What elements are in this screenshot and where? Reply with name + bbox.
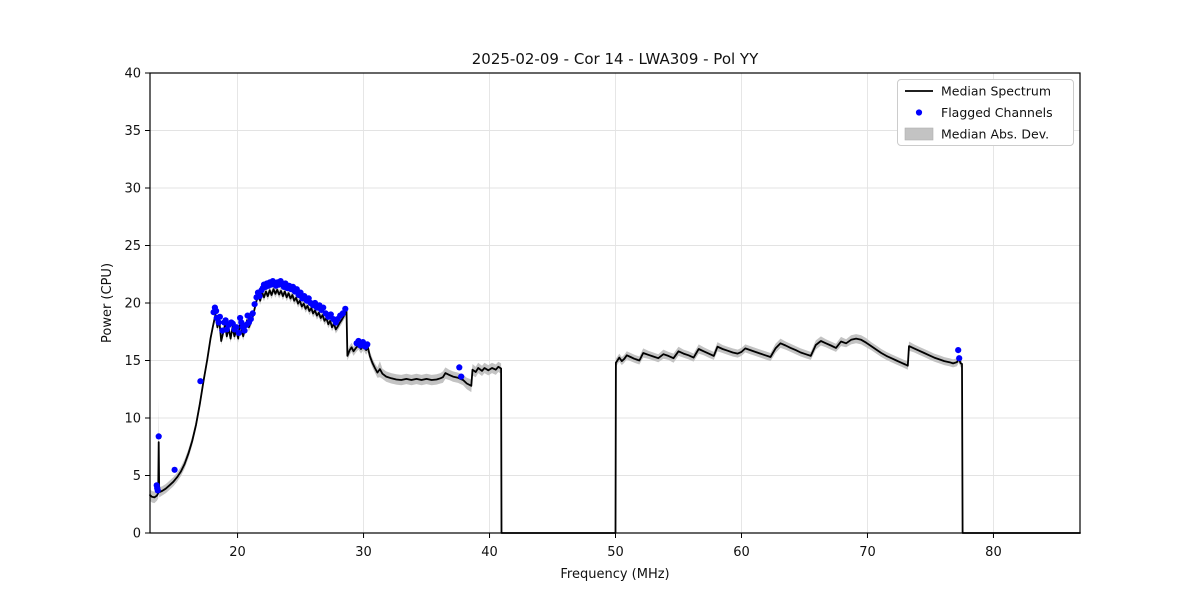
y-tick-label: 35: [124, 124, 141, 139]
median-spectrum-line: [149, 288, 1081, 534]
x-tick-label: 60: [733, 545, 750, 560]
y-tick-label: 20: [124, 297, 141, 312]
flagged-channel-dot: [235, 329, 242, 336]
y-tick-label: 5: [133, 469, 141, 484]
flagged-channel-dot: [458, 373, 465, 380]
y-tick-label: 25: [124, 239, 141, 254]
flagged-channel-dot: [249, 310, 256, 317]
x-axis-label: Frequency (MHz): [560, 567, 669, 582]
flagged-channel-dot: [197, 378, 204, 385]
flagged-channel-dot: [238, 319, 245, 326]
flagged-channel-dot: [155, 433, 162, 440]
flagged-channel-dot: [233, 324, 240, 331]
flagged-channel-dot: [154, 487, 161, 494]
y-axis-label: Power (CPU): [100, 263, 115, 343]
chart-title: 2025-02-09 - Cor 14 - LWA309 - Pol YY: [472, 50, 759, 68]
flagged-channel-dot: [342, 305, 349, 312]
flagged-channel-dot: [456, 364, 463, 371]
flagged-channel-dot: [222, 317, 229, 324]
flagged-channel-dot: [213, 307, 220, 315]
x-tick-label: 70: [859, 545, 876, 560]
plot-border: [149, 72, 1081, 534]
x-tick-label: 20: [229, 545, 246, 560]
flagged-channel-dot: [247, 316, 254, 323]
legend-label-median-spectrum: Median Spectrum: [941, 84, 1051, 99]
flagged-channel-dot: [364, 341, 371, 348]
flagged-channel-dot: [956, 355, 963, 362]
flagged-channel-dot: [251, 301, 258, 308]
flagged-channel-dot: [215, 319, 222, 326]
flagged-dots-layer: [153, 278, 963, 494]
y-tick-label: 0: [133, 527, 141, 542]
x-tick-label: 30: [355, 545, 372, 560]
x-tick-label: 50: [607, 545, 624, 560]
legend-band-sample: [904, 127, 934, 141]
y-tick-label: 10: [124, 412, 141, 427]
flagged-channel-dot: [171, 466, 178, 473]
flagged-channel-dot: [955, 347, 962, 354]
median-line-layer: [149, 288, 1081, 534]
flagged-channel-dot: [241, 327, 248, 334]
tick-layer: 20 30 40 50 60 70 80 0 5 10 15 20 25 30 35 40: [124, 67, 1001, 561]
flagged-channel-dot: [327, 311, 334, 318]
flagged-channel-dot: [339, 310, 346, 317]
y-tick-label: 30: [124, 182, 141, 197]
y-tick-label: 15: [124, 354, 141, 369]
legend-box: [897, 79, 1074, 146]
flagged-channel-dot: [256, 293, 263, 300]
flagged-channel-dot: [320, 304, 327, 311]
x-tick-label: 40: [481, 545, 498, 560]
flagged-channel-dot: [216, 313, 223, 320]
x-tick-label: 80: [985, 545, 1002, 560]
legend-dot-sample: [915, 109, 923, 116]
legend: Median Spectrum Flagged Channels Median …: [897, 79, 1074, 146]
y-tick-label: 40: [124, 67, 141, 82]
legend-label-flagged-channels: Flagged Channels: [941, 105, 1053, 120]
legend-label-median-abs-dev: Median Abs. Dev.: [941, 127, 1049, 142]
